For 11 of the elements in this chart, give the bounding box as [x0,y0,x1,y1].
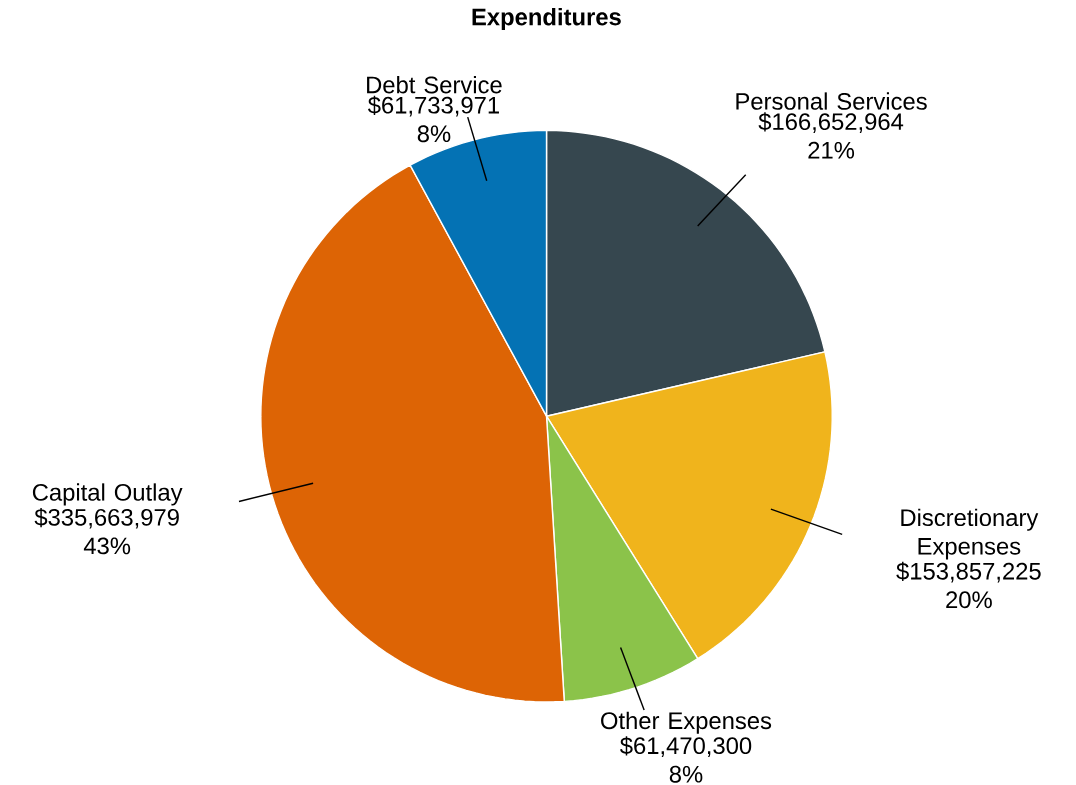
data-label: $61,733,971 8% [367,95,499,143]
data-label: $335,663,979 43% [34,507,179,555]
slice-label: Debt Service [367,75,502,94]
data-label: $61,470,300 8% [620,736,752,783]
slice-label: Discretionary Expenses [901,508,1039,560]
data-label: $153,857,225 20% [896,561,1041,609]
slice-label: Personal Services [736,92,927,110]
slice-label: Capital Outlay [32,483,183,506]
slice-label: Other Expenses [601,711,772,734]
data-label: $166,652,964 21% [758,112,904,159]
chart-title: Expenditures [472,7,621,31]
